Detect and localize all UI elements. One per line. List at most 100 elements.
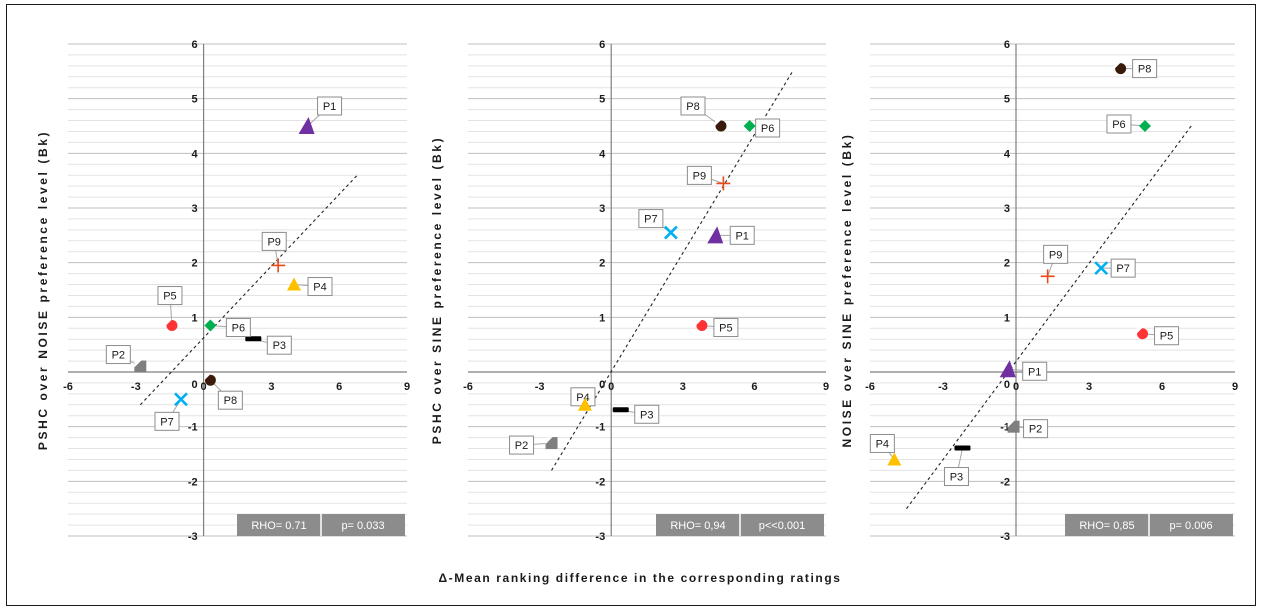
point-p2 [545, 437, 558, 450]
point-callout-p7: P7 [1101, 258, 1136, 278]
point-callout-p9: P9 [1043, 244, 1069, 277]
y-tick-label: 4 [1004, 148, 1011, 160]
point-p5 [165, 319, 178, 332]
point-p7 [1094, 261, 1109, 276]
x-tick-label: 0 [608, 381, 614, 393]
p-value: p= 0.006 [1169, 520, 1212, 532]
point-label: P6 [232, 323, 245, 335]
x-tick-label: -3 [535, 381, 545, 393]
point-callout-p3: P3 [943, 448, 969, 487]
point-p3 [612, 407, 629, 413]
x-tick-label: -3 [938, 381, 948, 393]
rho-value: RHO= 0.71 [251, 520, 306, 532]
point-callout-p8: P8 [210, 379, 243, 410]
point-p1 [707, 226, 724, 244]
point-callout-p2: P2 [1013, 419, 1049, 439]
figure-frame [6, 4, 1256, 606]
scatter-panel-2: -6 -3 0 3 6 9 -3 -2 -1 1 2 3 4 5 6 0 PSHC over SINE pref… [430, 39, 829, 543]
y-tick-label: 2 [1004, 258, 1010, 270]
point-p8 [714, 120, 727, 132]
x-tick-label: -6 [865, 381, 875, 393]
point-callout-p4: P4 [293, 277, 333, 297]
y-tick-label: -2 [1000, 476, 1010, 488]
point-callout-p8: P8 [680, 96, 722, 127]
point-p7 [174, 392, 188, 407]
y-tick-label: 2 [191, 258, 197, 270]
point-label: P4 [876, 438, 889, 450]
point-p9 [1040, 269, 1055, 284]
y-axis-label: NOISE over SINE preference level (Bk) [840, 133, 854, 448]
point-label: P2 [1029, 424, 1042, 436]
scatter-panel-1: -6 -3 0 3 6 9 -3 -2 -1 1 2 3 4 5 6 0 PSHC over NOISE pre… [36, 39, 410, 543]
point-p5 [1136, 327, 1149, 340]
x-tick-label: 3 [680, 381, 686, 393]
point-callout-p5: P5 [701, 318, 739, 338]
point-p6 [1138, 120, 1151, 132]
x-tick-label: 3 [268, 381, 274, 393]
point-label: P9 [693, 170, 706, 182]
point-label: P9 [1049, 249, 1062, 261]
y-tick-label: 1 [599, 312, 605, 324]
point-p3 [954, 445, 971, 451]
point-callout-p1: P1 [307, 96, 343, 127]
point-p4 [577, 397, 592, 411]
y-tick-label: 1 [191, 312, 197, 324]
point-p9 [716, 176, 731, 191]
point-callout-p1: P1 [1008, 361, 1048, 381]
x-tick-label: 6 [1159, 381, 1165, 393]
grid [870, 43, 1235, 537]
point-p3 [245, 336, 262, 342]
x-tick-label: 6 [751, 381, 757, 393]
y-tick-label: 0 [191, 379, 197, 391]
grid [468, 43, 826, 537]
y-tick-label: -2 [595, 476, 605, 488]
point-callout-p7: P7 [638, 209, 672, 234]
x-tick-label: 9 [823, 381, 829, 393]
point-label: P4 [313, 282, 326, 294]
x-tick-label: -6 [463, 381, 473, 393]
rho-value: RHO= 0,85 [1079, 520, 1134, 532]
y-tick-label: 4 [191, 148, 198, 160]
stats-box: RHO= 0,85 p= 0.006 [1065, 514, 1233, 536]
point-callout-p2: P2 [105, 345, 141, 367]
point-label: P5 [1160, 331, 1173, 343]
shared-x-axis-label: Δ-Mean ranking difference in the corresp… [438, 571, 841, 585]
x-tick-label: 0 [1013, 381, 1019, 393]
stats-box: RHO= 0.71 p= 0.033 [237, 514, 405, 536]
trendline [906, 125, 1192, 509]
point-label: P1 [323, 101, 336, 113]
point-p7 [663, 225, 678, 240]
y-tick-label: 6 [191, 39, 197, 51]
y-tick-label: -1 [188, 422, 198, 434]
point-p2 [1007, 420, 1020, 433]
point-label: P3 [950, 472, 963, 484]
point-p8 [1114, 62, 1127, 75]
point-label: P9 [267, 236, 280, 248]
point-callout-p2: P2 [509, 435, 552, 455]
y-tick-label: 6 [1004, 39, 1010, 51]
y-tick-label: -3 [1000, 531, 1010, 543]
point-p1 [298, 117, 315, 134]
point-label: P6 [1112, 119, 1125, 131]
point-callout-p5: P5 [1142, 326, 1180, 346]
p-value: p<<0.001 [759, 520, 806, 532]
point-label: P2 [515, 440, 528, 452]
point-label: P5 [163, 291, 176, 303]
x-tick-label: 9 [404, 381, 410, 393]
x-tick-label: 3 [1086, 381, 1092, 393]
y-tick-label: 3 [1004, 203, 1010, 215]
point-label: P7 [644, 214, 657, 226]
stats-box: RHO= 0,94 p<<0.001 [656, 514, 824, 536]
point-label: P6 [761, 123, 774, 135]
y-tick-label: 3 [599, 203, 605, 215]
point-callout-p9: P9 [261, 231, 287, 266]
y-axis-label: PSHC over SINE preference level (Bk) [430, 136, 444, 444]
point-label: P5 [719, 323, 732, 335]
point-callout-p7: P7 [154, 399, 182, 431]
point-label: P7 [1116, 263, 1129, 275]
point-p6 [204, 319, 217, 332]
y-axis-label: PSHC over NOISE preference level (Bk) [36, 130, 50, 450]
point-label: P1 [735, 230, 748, 242]
y-tick-label: 3 [191, 203, 197, 215]
point-callout-p3: P3 [620, 404, 660, 424]
